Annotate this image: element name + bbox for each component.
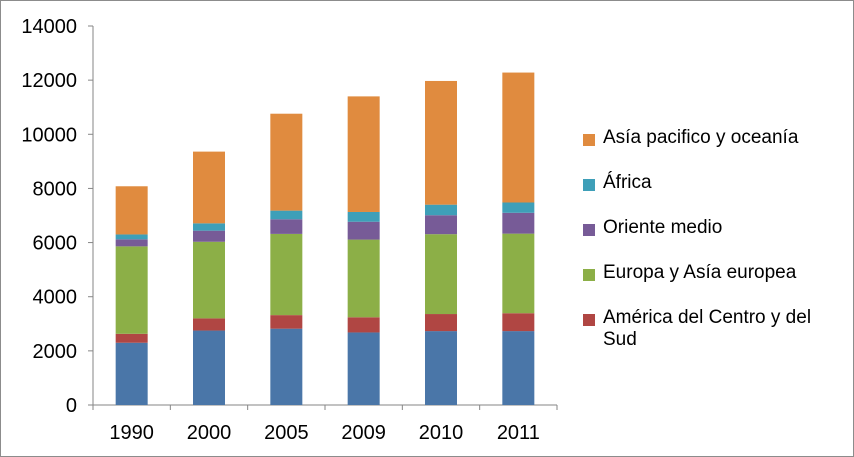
legend-label-oriente-medio: Oriente medio [603, 217, 723, 238]
legend-swatch-europa [583, 269, 595, 281]
bar-segment [270, 328, 303, 405]
bar-segment [115, 246, 148, 334]
bar-segment [425, 331, 457, 405]
legend-item-africa: África [583, 172, 848, 194]
bar-segment [270, 210, 303, 220]
bar-segment [193, 151, 225, 224]
bar-segment [193, 330, 225, 405]
bar-segment [502, 313, 535, 332]
bar-segment [502, 72, 535, 203]
bar-segment [425, 234, 457, 315]
bar-segment [347, 332, 380, 405]
x-tick-label: 2011 [497, 422, 540, 444]
bar-segment [115, 239, 148, 247]
bar-segment [502, 212, 535, 234]
legend-item-europa: Europa y Asía europea [583, 262, 848, 284]
bar-segment [502, 233, 535, 314]
legend-label-europa: Europa y Asía europea [603, 262, 797, 283]
bar-segment [425, 80, 457, 205]
bar-segment [270, 219, 303, 234]
bar-segment [347, 96, 380, 212]
legend-label-africa: África [603, 172, 652, 193]
legend-item-asia-pacifico: Asía pacifico y oceanía [583, 127, 848, 149]
x-tick-label: 2005 [264, 422, 309, 444]
y-tick-label: 2000 [33, 341, 78, 363]
bar-segment [347, 221, 380, 240]
bar-segment [193, 223, 225, 231]
bar-segment [115, 234, 148, 240]
x-tick-label: 2010 [419, 422, 464, 444]
legend-item-oriente-medio: Oriente medio [583, 217, 848, 239]
y-tick-label: 4000 [33, 287, 78, 309]
bar-segment [425, 204, 457, 216]
legend-label-asia-pacifico: Asía pacifico y oceanía [603, 127, 799, 148]
bar-segment [425, 215, 457, 235]
y-tick-label: 12000 [21, 70, 77, 92]
y-tick-label: 0 [66, 395, 77, 417]
bar-segment [347, 211, 380, 222]
y-tick-label: 8000 [33, 178, 78, 200]
bar-segment [270, 315, 303, 329]
x-tick-label: 2000 [187, 422, 232, 444]
legend-label-america-centro-sud: América del Centro y del Sud [603, 307, 812, 350]
legend-swatch-america-centro-sud [583, 314, 595, 326]
bar-segment [347, 239, 380, 318]
bar-segment [193, 230, 225, 242]
bar-segment [425, 314, 457, 332]
bar-segment [270, 233, 303, 316]
y-tick-label: 6000 [33, 233, 78, 255]
legend: Asía pacifico y oceanía África Oriente m… [583, 127, 848, 374]
y-tick-label: 10000 [21, 124, 77, 146]
legend-item-america-centro-sud: América del Centro y del Sud [583, 307, 848, 351]
bar-segment [502, 202, 535, 213]
bar-segment [502, 331, 535, 405]
bar-segment [193, 318, 225, 331]
legend-swatch-africa [583, 179, 595, 191]
legend-swatch-oriente-medio [583, 224, 595, 236]
bar-segment [115, 333, 148, 343]
y-tick-label: 14000 [21, 16, 77, 38]
bar-segment [115, 342, 148, 405]
bar-segment [270, 113, 303, 211]
x-tick-label: 1990 [109, 422, 154, 444]
bar-segment [193, 241, 225, 319]
legend-swatch-asia-pacifico [583, 134, 595, 146]
bar-segment [347, 317, 380, 333]
bar-segment [115, 186, 148, 235]
x-tick-label: 2009 [341, 422, 386, 444]
